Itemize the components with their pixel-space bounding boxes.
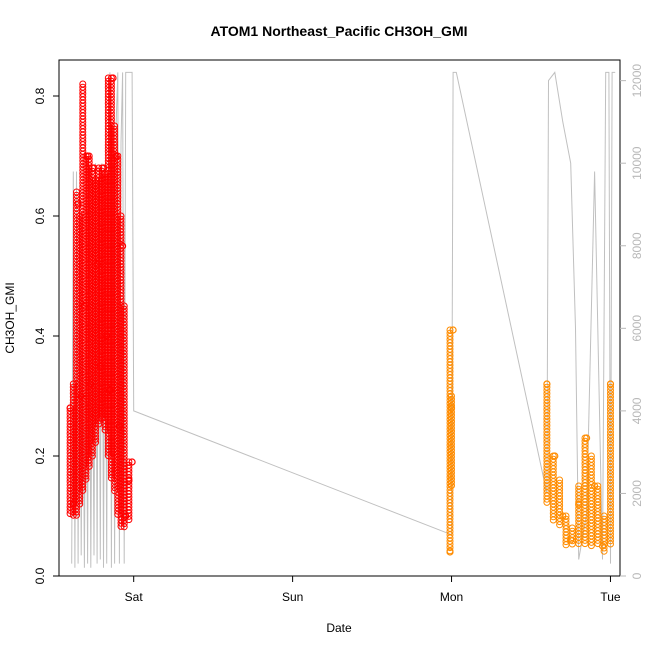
series-2-point [575, 500, 583, 508]
series-1-point [85, 459, 93, 467]
series-2-point [598, 542, 607, 550]
series-1-point [96, 362, 104, 370]
series-1-point [73, 508, 80, 516]
series-1-point [99, 164, 108, 172]
series-1-point [125, 512, 133, 520]
series-1-point [118, 242, 127, 250]
series-1-point [128, 458, 136, 466]
series-1-point [79, 483, 87, 491]
y-tick-label: 0.0 [33, 567, 47, 584]
y2-tick-label: 6000 [630, 315, 644, 342]
series-1-point [66, 404, 74, 412]
series-1-point [73, 511, 80, 519]
series-2-point [446, 548, 454, 556]
y2-tick-label: 10000 [630, 146, 644, 180]
series-2-point [447, 404, 456, 412]
series-2-point [606, 380, 615, 388]
series-2-point [581, 536, 589, 544]
series-2-point [590, 482, 599, 490]
y2-tick-label: 0 [630, 572, 644, 579]
series-1-point [92, 438, 100, 446]
points-layer [66, 74, 615, 556]
series-1-point [93, 260, 101, 268]
chart-title: ATOM1 Northeast_Pacific CH3OH_GMI [211, 23, 468, 39]
series-2-point [448, 482, 455, 490]
series-1-point [122, 512, 130, 520]
series-2-point [567, 536, 575, 544]
series-2-point [587, 538, 595, 546]
y2-axis: 0 2000 4000 6000 8000 10000 12000 [620, 64, 644, 579]
series-2-point [448, 478, 455, 486]
series-1-point [79, 486, 87, 494]
series-1-point [120, 523, 128, 531]
y2-tick-label: 2000 [630, 480, 644, 507]
series-1-point [76, 497, 84, 505]
series-1-point [92, 435, 100, 443]
series-2-point [543, 498, 551, 506]
series-1-point [112, 152, 120, 160]
x-axis: Sat Sun Mon Tue [125, 576, 621, 604]
series-1-point [115, 422, 124, 430]
y2-tick-label: 12000 [630, 64, 644, 98]
y-tick-label: 0.4 [33, 327, 47, 344]
series-1-point [125, 476, 133, 484]
y-tick-label: 0.6 [33, 207, 47, 224]
x-axis-label: Date [326, 621, 352, 635]
series-1-point [77, 392, 85, 400]
x-tick-label: Mon [440, 590, 463, 604]
series-2-point [607, 540, 614, 548]
series-2-point [559, 512, 567, 520]
plot-box [58, 59, 621, 577]
series-2-point [594, 536, 602, 544]
y-axis: 0.0 0.2 0.4 0.6 0.8 [33, 87, 59, 584]
y2-tick-label: 4000 [630, 397, 644, 424]
altitude-line [71, 71, 616, 568]
y-tick-label: 0.2 [33, 447, 47, 464]
x-tick-label: Sat [125, 590, 144, 604]
x-tick-label: Sun [282, 590, 303, 604]
series-2-point [551, 452, 559, 460]
series-2-point [549, 516, 557, 524]
series-2-point [446, 544, 454, 552]
x-tick-label: Tue [600, 590, 621, 604]
series-1-point [83, 152, 92, 160]
series-1-point [82, 475, 90, 483]
series-1-point [88, 452, 96, 460]
series-1-point [69, 500, 77, 508]
y2-tick-label: 8000 [630, 232, 644, 259]
altitude-line-layer [71, 71, 616, 568]
series-1-point [106, 386, 114, 394]
series-2-point [543, 495, 551, 503]
series-1-point [85, 462, 93, 470]
series-1-point [120, 520, 128, 528]
y-axis-label: CH3OH_GMI [3, 282, 17, 353]
series-1-point [87, 380, 95, 388]
series-1-point [88, 449, 96, 457]
series-2-point [582, 434, 591, 442]
series-2-point [449, 326, 457, 334]
series-2-point [543, 380, 551, 388]
series-1-point [90, 164, 98, 172]
series-1-point [109, 74, 117, 82]
series-1-point [103, 332, 111, 340]
series-2-point [581, 540, 589, 548]
series-1-point [74, 200, 82, 208]
series-2-point [607, 537, 614, 545]
series-2-point [600, 544, 608, 552]
series-2-point [587, 542, 595, 550]
y-tick-label: 0.8 [33, 87, 47, 104]
series-1-point [80, 302, 89, 310]
series-2-point [549, 513, 557, 521]
series-1-point [82, 472, 90, 480]
